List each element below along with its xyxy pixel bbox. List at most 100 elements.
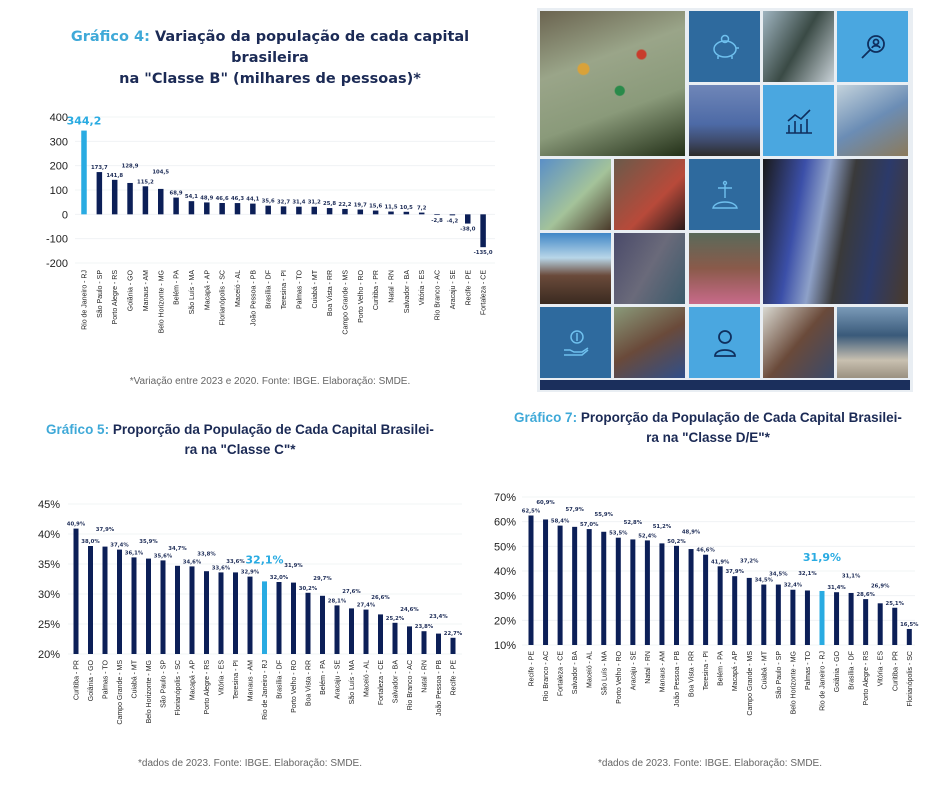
y-tick-label: 30% (494, 591, 516, 603)
bar-cuiab-mt (131, 557, 137, 654)
bar-rio-branco-ac (407, 626, 412, 654)
category-label: Porto Alegre - RS (863, 651, 870, 706)
bar-goi-nia-go (834, 592, 840, 645)
data-label: -2,8 (431, 218, 443, 224)
y-tick-label: 40% (38, 529, 60, 541)
category-label: Palmas - TO (103, 659, 110, 699)
data-label: 25,8 (323, 201, 336, 207)
category-label: Curitiba - PR (892, 651, 899, 691)
category-label: Belém - PA (320, 660, 327, 695)
data-label: 29,7% (313, 576, 332, 582)
category-label: Recife - PE (451, 660, 458, 696)
bar-macap-ap (189, 566, 195, 654)
category-label: Goiânia - GO (88, 659, 95, 701)
category-label: Vitória - ES (419, 270, 426, 306)
data-label: 15,6 (369, 204, 382, 210)
category-label: Boa Vista - RR (327, 270, 334, 316)
category-label: Belo Horizonte - MG (158, 270, 165, 333)
category-label: Florianópolis - SC (907, 651, 914, 707)
data-label: 57,9% (565, 507, 584, 513)
chart7-footnote: *dados de 2023. Fonte: IBGE. Elaboração:… (597, 758, 823, 769)
bar-bel-m-pa (173, 197, 179, 215)
category-label: Recife - PE (465, 270, 472, 306)
bar-macap-ap (732, 576, 738, 645)
chart4-title-line2: na "Classe B" (milhares de pessoas)* (119, 71, 421, 88)
category-label: Porto Alegre - RS (204, 660, 211, 715)
y-tick-label: 0 (62, 209, 68, 221)
category-label: Porto Velho - RO (616, 650, 623, 703)
category-label: Fortaleza - CE (378, 660, 385, 705)
category-label: Maceió - AL (235, 270, 242, 307)
data-label: 27,6% (342, 589, 361, 595)
category-label: Vitória - ES (219, 660, 226, 696)
category-label: Brasília - DF (849, 651, 856, 690)
category-label: São Paulo - SP (776, 651, 783, 699)
data-label: 55,9% (595, 512, 614, 518)
category-label: Fortaleza - CE (481, 270, 488, 315)
category-label: Curitiba - PR (373, 270, 380, 310)
christ-redeemer-tile (689, 159, 760, 230)
bar-belo-horizonte-mg (790, 589, 796, 645)
chart4-title: Gráfico 4: Variação da população de cada… (30, 27, 510, 90)
category-label: Aracaju - SE (335, 660, 342, 700)
data-label: 31,2 (308, 200, 321, 206)
category-label: Palmas - TO (296, 269, 303, 309)
category-label: Campo Grande - MS (117, 660, 124, 725)
photo-buildings (763, 159, 908, 304)
bar-bras-lia-df (265, 205, 271, 215)
bar-s-o-paulo-sp (96, 172, 103, 215)
bar-rio-branco-ac (543, 519, 549, 645)
bar-manaus-am (142, 186, 149, 215)
bar-curitiba-pr (73, 528, 79, 654)
bar-palmas-to (804, 590, 810, 645)
chart4-title-prefix: Gráfico 4: (70, 29, 150, 45)
category-label: Teresina - PI (703, 651, 710, 690)
category-label: Manaus - AM (143, 270, 150, 311)
category-label: Natal - RN (645, 651, 652, 684)
piggy-bank-icon (712, 34, 739, 59)
data-label: 52,8% (624, 520, 643, 526)
data-label: 32,0% (270, 575, 289, 581)
bar-fortaleza-ce (480, 214, 486, 248)
bar-recife-pe (465, 214, 471, 224)
data-label: 115,2 (137, 179, 154, 185)
collage-footer-bar (540, 380, 910, 390)
category-label: Campo Grande - MS (342, 270, 349, 335)
data-label: 19,7 (354, 203, 367, 209)
data-label: 28,1% (328, 598, 347, 604)
bar-recife-pe (528, 515, 534, 645)
bar-boa-vista-rr (305, 592, 311, 654)
category-label: Cuiabá - MT (761, 650, 768, 689)
data-label: 26,6% (371, 595, 390, 601)
chart7-title-prefix: Gráfico 7: (514, 410, 578, 425)
bar-jo-o-pessoa-pb (436, 633, 441, 654)
bar-bel-m-pa (717, 566, 723, 645)
data-label: 11,5 (384, 205, 397, 211)
bar-fortaleza-ce (378, 614, 383, 654)
data-label: 44,1 (246, 197, 259, 203)
category-label: São Paulo - SP (97, 270, 104, 318)
data-label: 128,9 (122, 163, 139, 169)
category-label: Salvador - BA (572, 651, 579, 695)
category-label: Macapá - AP (204, 270, 211, 310)
category-label: Teresina - PI (281, 270, 288, 309)
y-tick-label: 70% (494, 492, 516, 504)
y-tick-label: -200 (46, 258, 68, 270)
category-label: Brasília - DF (277, 660, 284, 699)
bar-porto-alegre-rs (204, 571, 209, 654)
photo-couple (614, 159, 685, 230)
category-label: Maceió - AL (364, 660, 371, 697)
bar-porto-velho-ro (615, 537, 621, 645)
bar-aracaju-se (334, 605, 340, 654)
bar-campo-grande-ms (342, 208, 348, 215)
chart7-title: Gráfico 7: Proporção da População de Cad… (488, 408, 928, 447)
bar-teresina-pi (703, 554, 709, 645)
bar-porto-velho-ro (357, 209, 364, 215)
data-label: 31,9% (803, 551, 841, 564)
bar-bel-m-pa (320, 595, 325, 654)
category-label: Recife - PE (529, 651, 536, 687)
chart7-title-line1: Proporção da População de Cada Capital B… (580, 410, 902, 425)
bar-jo-o-pessoa-pb (250, 203, 256, 215)
